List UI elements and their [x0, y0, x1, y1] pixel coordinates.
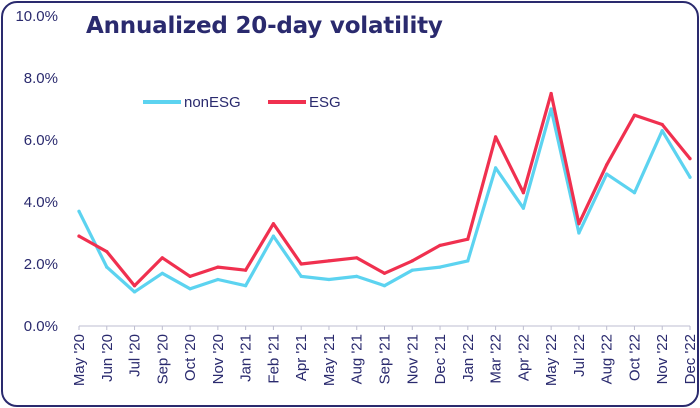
legend: nonESG ESG	[143, 94, 341, 111]
data-point-nonesg	[77, 209, 81, 213]
y-tick-label: 6.0%	[24, 132, 58, 149]
y-tick-label: 2.0%	[24, 256, 58, 273]
data-point-esg	[605, 163, 609, 167]
x-tick-label: Oct '22	[626, 334, 643, 381]
x-tick-label: Dec '21	[432, 334, 449, 384]
data-point-nonesg	[299, 274, 303, 278]
x-axis: May '20 Jun '20 Jul '20 Sep '20 Oct '20 Nov '…	[71, 326, 699, 386]
data-point-nonesg	[160, 271, 164, 275]
data-point-esg	[327, 259, 331, 263]
x-tick-label: Feb '21	[265, 334, 282, 384]
data-point-esg	[132, 284, 137, 288]
x-tick-label: Nov '21	[404, 334, 421, 384]
x-tick-label: May '20	[71, 334, 88, 386]
data-point-nonesg	[549, 107, 553, 111]
data-point-esg	[660, 122, 664, 127]
data-point-nonesg	[382, 284, 387, 288]
x-tick-label: May '22	[543, 334, 560, 386]
data-point-nonesg	[188, 287, 192, 291]
data-point-esg	[493, 135, 498, 139]
x-tick-label: Dec '22	[682, 334, 699, 384]
data-point-esg	[466, 237, 470, 241]
data-point-esg	[549, 91, 553, 96]
data-point-nonesg	[105, 265, 109, 269]
data-point-nonesg	[410, 268, 414, 272]
x-tick-label: Nov '20	[210, 334, 227, 384]
x-tick-label: Jan '21	[238, 334, 255, 382]
data-point-nonesg	[466, 259, 470, 263]
data-point-nonesg	[271, 234, 276, 238]
y-tick-label: 4.0%	[24, 194, 58, 211]
x-tick-label: Aug '21	[349, 334, 366, 384]
data-point-esg	[382, 271, 387, 275]
data-point-nonesg	[688, 175, 692, 179]
data-point-nonesg	[632, 191, 637, 195]
x-tick-label: Aug '22	[599, 334, 616, 384]
x-tick-label: May '21	[321, 334, 338, 386]
x-tick-label: Sep '20	[154, 334, 171, 384]
data-point-esg	[410, 259, 414, 263]
data-point-esg	[299, 262, 303, 266]
data-point-esg	[577, 222, 581, 226]
x-tick-label: Oct '20	[182, 334, 199, 381]
data-point-esg	[355, 256, 359, 260]
data-point-esg	[271, 222, 276, 226]
data-point-nonesg	[521, 206, 525, 210]
data-point-esg	[244, 268, 248, 272]
data-point-esg	[77, 234, 81, 238]
y-tick-label: 0.0%	[24, 318, 58, 335]
chart-title: Annualized 20-day volatility	[86, 13, 443, 39]
legend-label-nonesg: nonESG	[184, 94, 241, 111]
data-point-nonesg	[355, 274, 359, 278]
data-point-nonesg	[244, 284, 248, 288]
x-tick-label: Sep '21	[377, 334, 394, 384]
x-tick-label: Mar '22	[488, 334, 505, 384]
data-point-esg	[438, 243, 442, 247]
data-point-nonesg	[493, 166, 498, 170]
data-point-nonesg	[577, 231, 581, 235]
data-point-esg	[632, 113, 637, 117]
data-point-esg	[105, 250, 109, 254]
data-point-nonesg	[605, 172, 609, 176]
data-point-nonesg	[132, 290, 137, 294]
x-tick-label: Jan '22	[460, 334, 477, 382]
data-point-esg	[521, 191, 525, 195]
data-point-esg	[188, 274, 192, 278]
data-point-nonesg	[438, 265, 442, 269]
y-tick-label: 8.0%	[24, 70, 58, 87]
data-point-esg	[216, 265, 220, 269]
legend-label-esg: ESG	[309, 94, 341, 111]
y-tick-label: 10.0%	[15, 8, 58, 25]
y-axis: 0.0% 2.0% 4.0% 6.0% 8.0% 10.0%	[15, 8, 58, 335]
x-tick-label: Jun '20	[99, 334, 116, 382]
x-tick-label: Jul '20	[127, 334, 144, 377]
data-point-nonesg	[660, 129, 664, 133]
x-tick-label: Apr '21	[293, 334, 310, 381]
data-point-esg	[688, 157, 692, 161]
x-tick-label: Jul '22	[571, 334, 588, 377]
data-point-nonesg	[216, 277, 220, 282]
series-layer	[77, 91, 692, 294]
data-point-esg	[160, 256, 164, 260]
x-tick-label: Apr '22	[515, 334, 532, 381]
x-tick-label: Nov '22	[654, 334, 671, 384]
data-point-nonesg	[327, 277, 331, 282]
